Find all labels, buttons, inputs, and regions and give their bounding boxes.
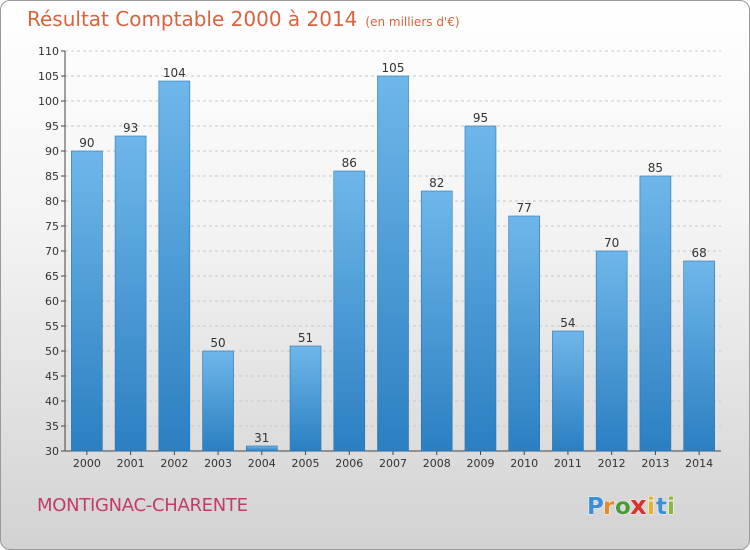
x-tick-label: 2004 — [248, 457, 276, 470]
chart-title-text: Résultat Comptable 2000 à 2014 — [27, 7, 358, 31]
y-tick-label: 95 — [45, 120, 59, 133]
value-label: 90 — [79, 136, 94, 150]
value-label: 86 — [342, 156, 357, 170]
logo-letter: x — [630, 491, 647, 521]
bar-2011 — [552, 330, 584, 452]
x-tick-labels: 2000 2001 2002 2003 2004 2005 2006 2007 2008 2009… — [73, 457, 713, 470]
bar-2008 — [420, 190, 453, 452]
x-tick-label: 2014 — [685, 457, 713, 470]
x-tick-label: 2005 — [292, 457, 320, 470]
x-tick-label: 2007 — [379, 457, 407, 470]
x-tick-label: 2013 — [641, 457, 669, 470]
x-tick-label: 2001 — [117, 457, 145, 470]
y-tick-label: 30 — [45, 445, 59, 458]
x-tick-label: 2008 — [423, 457, 451, 470]
y-tick-label: 45 — [45, 370, 59, 383]
y-tick-label: 110 — [38, 45, 59, 58]
value-label: 85 — [648, 161, 663, 175]
bar-2001 — [114, 135, 147, 452]
x-tick-label: 2009 — [466, 457, 494, 470]
logo-letter: t — [656, 494, 667, 520]
bar-2002 — [158, 80, 191, 452]
x-tick-label: 2002 — [160, 457, 188, 470]
y-tick-label: 50 — [45, 345, 59, 358]
bar-2003 — [202, 350, 234, 452]
chart-title: Résultat Comptable 2000 à 2014 (en millie… — [27, 7, 460, 31]
value-label: 70 — [604, 236, 619, 250]
value-label: 93 — [123, 121, 138, 135]
bar-2000 — [71, 150, 103, 452]
value-label: 82 — [429, 176, 444, 190]
y-tick-label: 65 — [45, 270, 59, 283]
y-tick-label: 70 — [45, 245, 59, 258]
value-label: 95 — [473, 111, 488, 125]
bar-2004 — [246, 445, 278, 452]
value-label: 104 — [163, 66, 186, 80]
x-tick-label: 2000 — [73, 457, 101, 470]
logo-letter: i — [667, 494, 675, 520]
y-tick-label: 85 — [45, 170, 59, 183]
y-tick-label: 60 — [45, 295, 59, 308]
bar-2010 — [508, 215, 541, 452]
y-tick-label: 80 — [45, 195, 59, 208]
y-tick-label: 35 — [45, 420, 59, 433]
value-labels: 90 93 104 50 31 51 86 105 82 95 77 54 70 85 68 — [79, 61, 707, 445]
bar-2013 — [639, 175, 672, 452]
logo-letter: i — [647, 494, 655, 520]
bar-2006 — [333, 170, 366, 452]
value-label: 105 — [382, 61, 405, 75]
bars — [71, 75, 715, 452]
bar-2005 — [289, 345, 322, 452]
chart-unit: (en milliers d'€) — [365, 15, 460, 29]
y-tick-label: 75 — [45, 220, 59, 233]
value-label: 50 — [210, 336, 225, 350]
y-tick-labels: 30 35 40 45 50 55 60 65 70 75 80 85 90 95 100 105 110 — [38, 45, 59, 458]
x-tick-label: 2012 — [598, 457, 626, 470]
value-label: 51 — [298, 331, 313, 345]
y-tick-label: 90 — [45, 145, 59, 158]
y-tick-label: 105 — [38, 70, 59, 83]
value-label: 54 — [560, 316, 575, 330]
bar-2009 — [464, 125, 497, 452]
logo-letter: o — [615, 494, 631, 520]
value-label: 31 — [254, 431, 269, 445]
y-tick-label: 40 — [45, 395, 59, 408]
bar-2012 — [595, 250, 628, 452]
logo-letter: r — [603, 494, 615, 520]
logo-letter: P — [587, 494, 604, 520]
value-label: 68 — [691, 246, 706, 260]
x-tick-label: 2003 — [204, 457, 232, 470]
y-tick-label: 55 — [45, 320, 59, 333]
value-label: 77 — [517, 201, 532, 215]
bar-2014 — [683, 260, 715, 452]
x-tick-label: 2006 — [335, 457, 363, 470]
commune-name: MONTIGNAC-CHARENTE — [37, 495, 248, 516]
y-tick-label: 100 — [38, 95, 59, 108]
x-tick-label: 2011 — [554, 457, 582, 470]
bar-2007 — [377, 75, 409, 452]
x-tick-label: 2010 — [510, 457, 538, 470]
